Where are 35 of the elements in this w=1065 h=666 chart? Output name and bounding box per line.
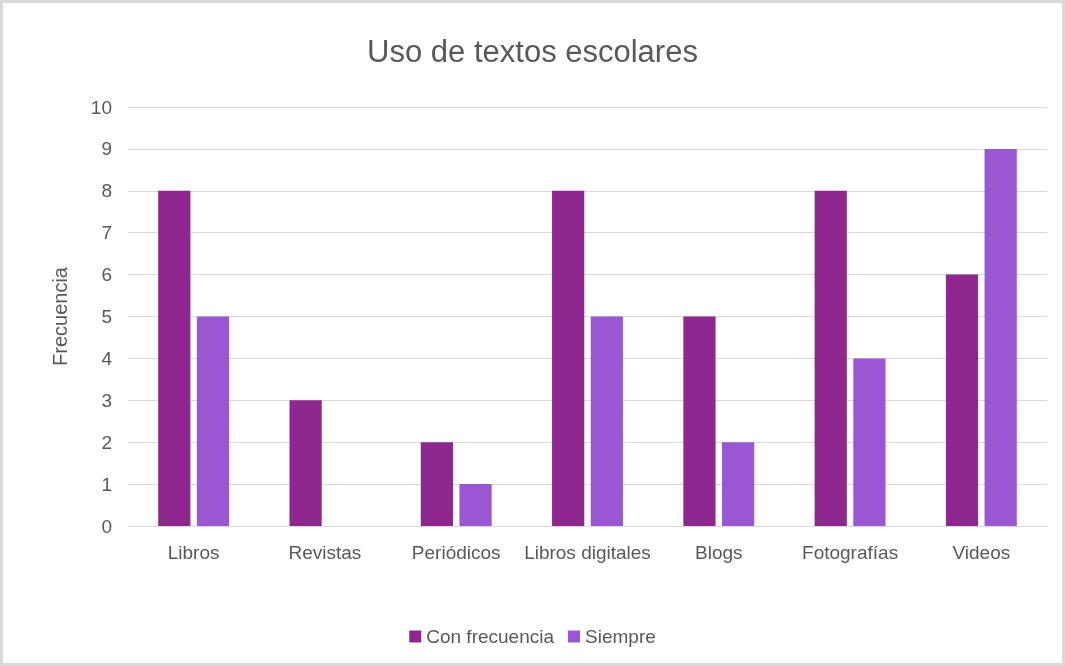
y-tick-label: 9 xyxy=(101,138,112,160)
bar xyxy=(420,442,453,526)
y-tick-label: 2 xyxy=(101,431,112,453)
x-tick-label: Videos xyxy=(952,541,1011,563)
bar xyxy=(289,400,322,526)
y-tick-label: 0 xyxy=(101,515,112,537)
y-tick-label: 6 xyxy=(101,264,112,286)
y-tick-label: 3 xyxy=(101,389,112,411)
x-tick-label: Periódicos xyxy=(411,541,501,563)
y-tick-label: 1 xyxy=(101,473,112,495)
bar xyxy=(814,190,847,526)
x-tick-label: Revistas xyxy=(288,541,362,563)
x-tick-label: Libros xyxy=(167,541,220,563)
y-tick-label: 7 xyxy=(101,222,112,244)
legend-label: Siempre xyxy=(585,626,656,647)
y-tick-label: 10 xyxy=(90,96,112,118)
bar xyxy=(459,484,492,526)
bar xyxy=(158,190,191,526)
bar xyxy=(722,442,755,526)
y-tick-label: 5 xyxy=(101,306,112,327)
y-axis-title: Frecuencia xyxy=(49,266,71,366)
x-tick-label: Fotografías xyxy=(802,541,899,563)
bar xyxy=(984,148,1017,526)
chart-title: Uso de textos escolares xyxy=(367,34,698,69)
bar xyxy=(552,190,585,526)
y-tick-label: 8 xyxy=(101,180,112,202)
bar xyxy=(945,274,979,526)
legend-label: Con frecuencia xyxy=(426,626,555,647)
bar xyxy=(683,316,716,526)
bar xyxy=(590,316,623,526)
bar xyxy=(196,316,230,526)
x-tick-label: Blogs xyxy=(695,541,743,563)
bar xyxy=(853,358,886,526)
y-tick-label: 4 xyxy=(101,347,113,369)
x-tick-label: Libros digitales xyxy=(524,541,651,563)
